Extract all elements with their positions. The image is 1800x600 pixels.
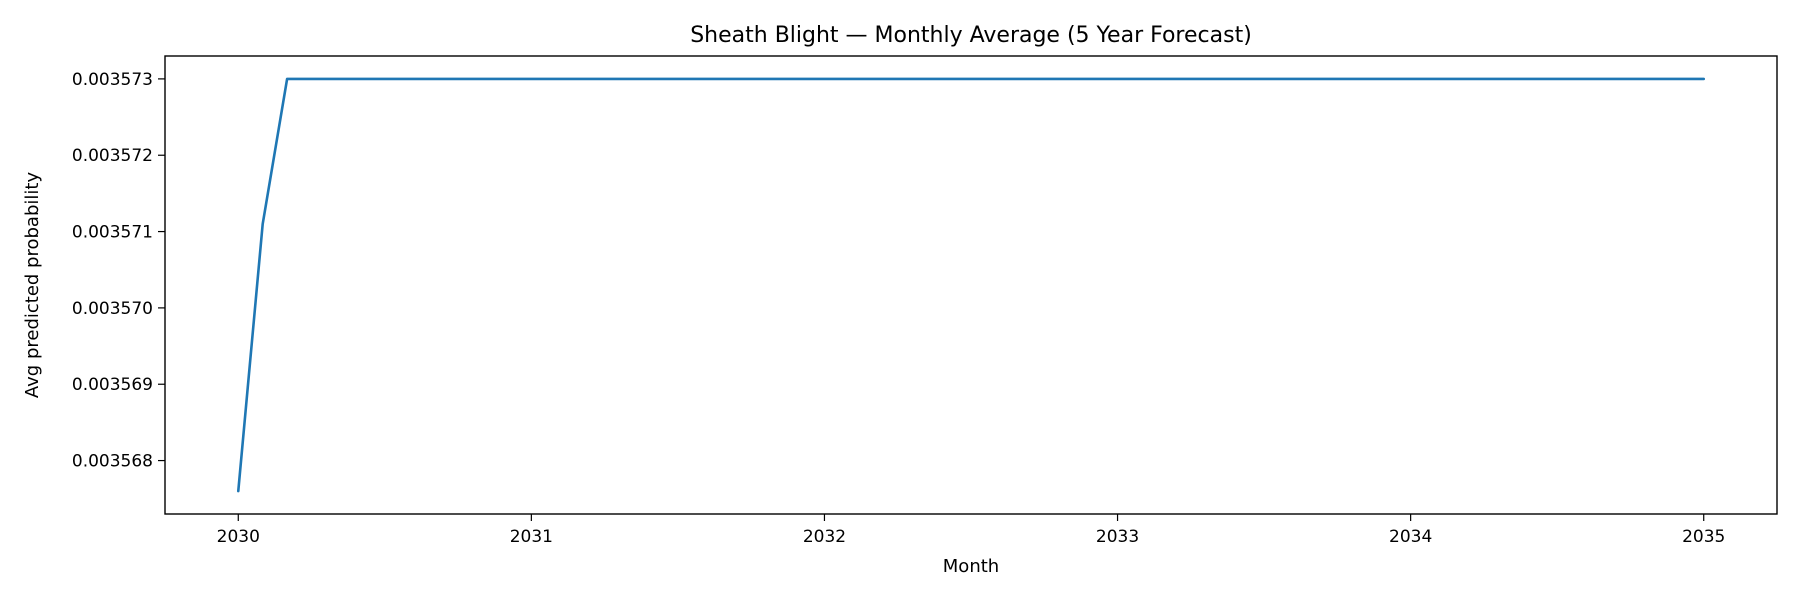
plot-frame bbox=[164, 55, 1778, 515]
y-tick-label: 0.003568 bbox=[72, 452, 153, 472]
x-tick-label: 2034 bbox=[1389, 527, 1432, 547]
y-tick-label: 0.003573 bbox=[72, 70, 153, 90]
series-line bbox=[236, 77, 1706, 493]
x-tick-label: 2030 bbox=[217, 527, 260, 547]
x-axis-label: Month bbox=[943, 556, 999, 577]
x-tick-label: 2033 bbox=[1096, 527, 1139, 547]
chart-title: Sheath Blight — Monthly Average (5 Year … bbox=[690, 23, 1252, 48]
y-tick-label: 0.003570 bbox=[72, 299, 153, 319]
y-axis-label: Avg predicted probability bbox=[22, 172, 43, 399]
y-tick-label: 0.003572 bbox=[72, 146, 153, 166]
x-tick-label: 2031 bbox=[510, 527, 553, 547]
x-tick-label: 2035 bbox=[1682, 527, 1725, 547]
y-tick-label: 0.003571 bbox=[72, 223, 153, 243]
y-axis: 0.003568 0.003569 0.003570 0.003571 0.003572… bbox=[72, 70, 165, 472]
y-tick-label: 0.003569 bbox=[72, 375, 153, 395]
x-tick-label: 2032 bbox=[803, 527, 846, 547]
series-layer bbox=[236, 77, 1706, 493]
x-axis: 2030 2031 2032 2033 2034 2035 bbox=[217, 514, 1725, 547]
